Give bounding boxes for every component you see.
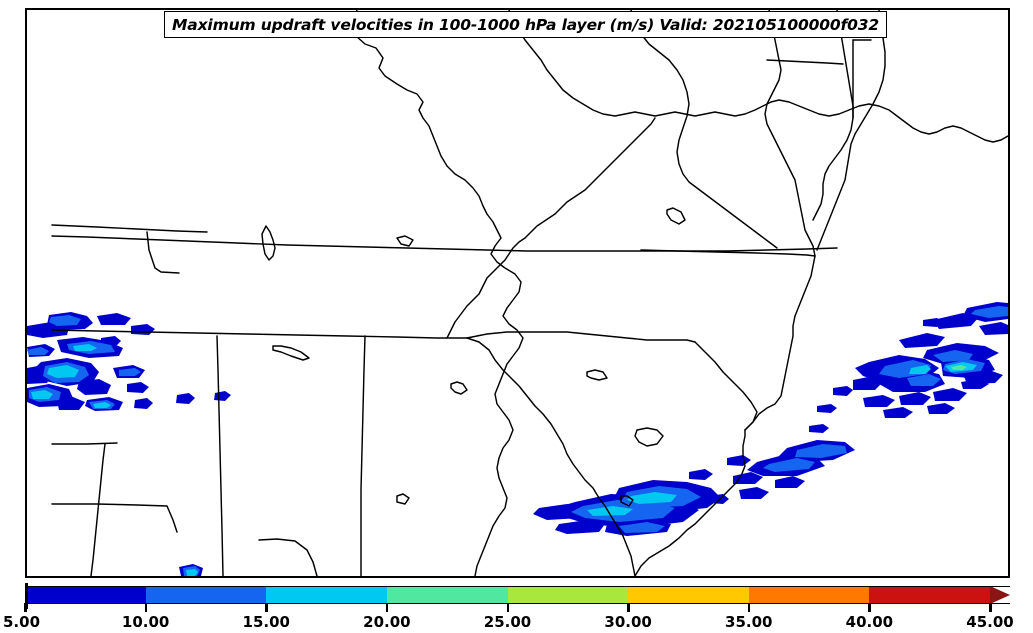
map-frame: [25, 8, 1010, 578]
colorbar-tick-25: [506, 603, 509, 612]
mississippi-louisiana-border: [90, 443, 106, 576]
colorbar-label-30: 30.00: [604, 613, 652, 631]
colorbar-segment-3: [386, 586, 509, 604]
delmarva-peninsula: [812, 10, 854, 221]
colorbar-label-35: 35.00: [725, 613, 773, 631]
colorbar-tick-15: [265, 603, 268, 612]
south-carolina-nw-border: [466, 331, 696, 343]
colorbar-tick-20: [385, 603, 389, 612]
colorbar-container: 5.00 10.00 15.00 20.00 25.00 30.00 35.00 40.00 4…: [0, 583, 1033, 633]
west-virginia-virginia-border: [630, 10, 778, 249]
colorbar-segment-7: [869, 586, 991, 604]
colorbar-tick-30: [627, 603, 630, 612]
colorbar-tick-45: [989, 603, 992, 612]
colorbar-tick-10: [144, 603, 148, 612]
colorbar-endcap-0: [25, 583, 28, 609]
colorbar-label-45: 45.00: [966, 613, 1014, 631]
inland-lake-6: [666, 207, 686, 225]
colorbar-label-5: 5.00: [3, 613, 41, 631]
plot-title: Maximum updraft velocities in 100-1000 h…: [172, 15, 880, 34]
colorbar-tick-35: [747, 603, 751, 612]
inland-lake-3: [450, 381, 468, 395]
colorbar-tick-40: [868, 603, 871, 612]
gulf-coast-line: [258, 538, 318, 576]
south-carolina-ne-border: [694, 341, 758, 431]
kentucky-tennessee-border: [51, 235, 838, 252]
colorbar-extend-arrow: [990, 586, 1010, 604]
arkansas-louisiana-border: [51, 442, 118, 445]
updraft-blob-alabama: [179, 564, 203, 576]
inland-lake-7: [396, 235, 414, 247]
updraft-blob-midsouth: [27, 312, 231, 411]
louisiana-south-border: [51, 503, 178, 533]
colorbar-tick-5: [24, 603, 27, 612]
north-carolina-coast: [744, 255, 816, 431]
inland-lake-1: [261, 225, 276, 261]
georgia-south-carolina-border: [466, 337, 636, 576]
ohio-river-border: [508, 10, 1008, 143]
colorbar-label-10: 10.00: [121, 613, 170, 631]
colorbar-label-20: 20.00: [363, 613, 411, 631]
map-canvas: [27, 10, 1008, 576]
alabama-georgia-border: [360, 335, 366, 576]
colorbar-segment-5: [628, 586, 750, 604]
colorbar[interactable]: [25, 586, 1010, 604]
inland-lake-4: [586, 369, 608, 381]
inland-lake-8: [620, 495, 634, 507]
mississippi-river-border: [353, 10, 524, 576]
plot-title-box: Maximum updraft velocities in 100-1000 h…: [164, 11, 888, 38]
colorbar-segment-0: [25, 586, 147, 604]
missouri-arkansas-border: [51, 224, 208, 233]
mississippi-alabama-border: [216, 335, 224, 576]
updraft-blob-offshore: [533, 302, 1008, 536]
virginia-north-carolina-border: [640, 249, 816, 257]
colorbar-segment-6: [748, 586, 870, 604]
colorbar-segment-2: [266, 586, 388, 604]
inland-lake-5: [634, 427, 664, 447]
updraft-field-layer: [27, 302, 1008, 576]
outer-banks-coast: [816, 10, 886, 251]
tennessee-north-carolina-border: [446, 117, 656, 339]
virginia-maryland-border: [766, 59, 844, 65]
colorbar-label-25: 25.00: [483, 613, 532, 631]
south-carolina-coast: [634, 429, 746, 576]
inland-lake-9: [396, 493, 410, 505]
colorbar-segment-4: [507, 586, 629, 604]
geography-layer: [51, 10, 1008, 576]
missouri-bootheel: [146, 231, 180, 274]
inland-lake-2: [272, 345, 310, 361]
colorbar-label-15: 15.00: [242, 613, 290, 631]
chesapeake-bay-west-shore: [764, 10, 816, 257]
colorbar-segment-1: [145, 586, 267, 604]
tennessee-mississippi-border: [51, 329, 468, 339]
colorbar-label-40: 40.00: [845, 613, 894, 631]
